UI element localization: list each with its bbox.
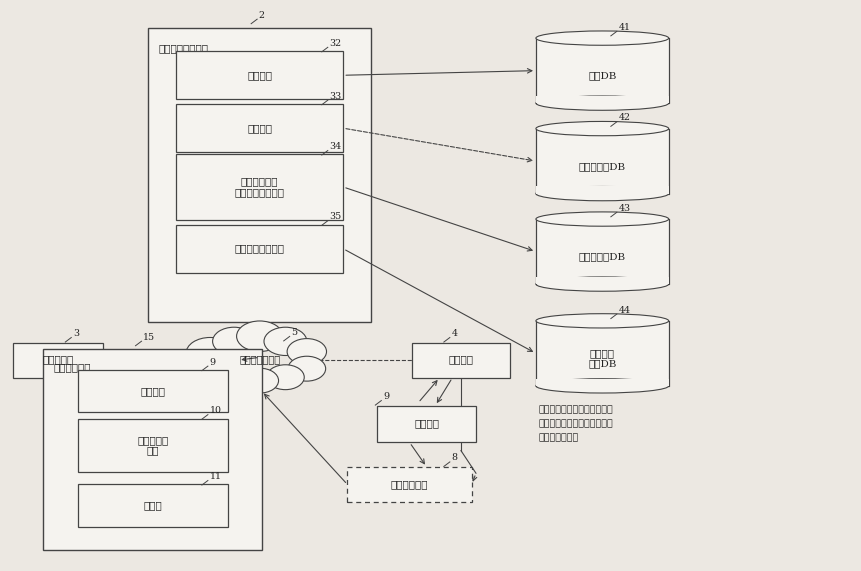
Text: 44: 44	[618, 305, 630, 315]
Text: 旅行記録
情報DB: 旅行記録 情報DB	[587, 349, 616, 368]
Text: 41: 41	[618, 23, 630, 32]
Ellipse shape	[536, 277, 668, 291]
Circle shape	[236, 321, 282, 352]
Circle shape	[266, 365, 304, 389]
Text: 9: 9	[382, 392, 388, 401]
Text: 11: 11	[209, 472, 221, 481]
Ellipse shape	[536, 122, 668, 136]
Bar	[347, 467, 471, 502]
Bar	[43, 349, 262, 550]
Text: 会員DB: 会員DB	[587, 71, 616, 81]
Text: プレビュー・
カスタマイズ手段: プレビュー・ カスタマイズ手段	[234, 178, 284, 196]
Text: 35: 35	[329, 212, 341, 222]
Bar	[536, 219, 668, 284]
Text: 電子ガイド
装置: 電子ガイド 装置	[137, 436, 168, 455]
Bar	[77, 370, 227, 412]
Text: アルバム作成手段: アルバム作成手段	[234, 244, 284, 254]
Bar	[176, 225, 343, 273]
Text: インターネット: インターネット	[238, 356, 280, 365]
Ellipse shape	[536, 31, 668, 45]
Ellipse shape	[536, 313, 668, 328]
Text: ガイド情報DB: ガイド情報DB	[578, 162, 625, 171]
Bar	[176, 51, 343, 99]
Bar	[176, 104, 343, 152]
Bar	[536, 321, 668, 386]
Text: 34: 34	[329, 142, 341, 151]
Text: 9: 9	[209, 357, 215, 367]
Ellipse shape	[536, 379, 668, 393]
Circle shape	[240, 368, 278, 393]
Text: 認証手段: 認証手段	[247, 124, 272, 132]
Text: 記憶媒体: 記憶媒体	[414, 420, 439, 428]
Text: 2: 2	[258, 11, 264, 20]
Text: 登録手段: 登録手段	[247, 71, 272, 80]
Ellipse shape	[536, 187, 668, 201]
Ellipse shape	[536, 96, 668, 110]
Circle shape	[288, 356, 325, 381]
Bar	[148, 28, 370, 322]
Text: 15: 15	[143, 333, 155, 342]
Text: 4: 4	[451, 329, 457, 338]
Circle shape	[213, 327, 255, 356]
Circle shape	[287, 339, 326, 365]
Bar	[536, 96, 668, 103]
Text: 43: 43	[618, 204, 630, 213]
Text: ユーザ情報DB: ユーザ情報DB	[578, 252, 625, 262]
Bar	[412, 343, 510, 377]
Bar	[536, 128, 668, 194]
Bar	[536, 379, 668, 386]
Text: 空港カウンタ: 空港カウンタ	[390, 480, 428, 489]
Text: 記憶媒体: 記憶媒体	[140, 387, 165, 396]
Bar	[536, 38, 668, 103]
Text: レンタル機材: レンタル機材	[53, 363, 91, 372]
Text: 5: 5	[291, 328, 297, 337]
Bar	[377, 405, 475, 443]
Bar	[14, 343, 103, 377]
Text: 32: 32	[329, 39, 341, 48]
Text: 3: 3	[73, 329, 79, 338]
Text: ユーザ端末: ユーザ端末	[43, 356, 74, 365]
Text: 業務端末: 業務端末	[448, 356, 473, 365]
Text: 10: 10	[209, 406, 221, 415]
Text: コンテンツサーバ: コンテンツサーバ	[158, 44, 208, 53]
Circle shape	[193, 356, 227, 378]
Text: 8: 8	[451, 453, 457, 463]
Circle shape	[215, 365, 252, 389]
Text: 出発時：旅行支援コンテンツ
帰国時：旅行支援コンテンツ
＋旅行記録情報: 出発時：旅行支援コンテンツ 帰国時：旅行支援コンテンツ ＋旅行記録情報	[537, 405, 612, 443]
Bar	[77, 419, 227, 472]
Bar	[536, 187, 668, 194]
Circle shape	[186, 337, 233, 369]
Text: 42: 42	[618, 114, 630, 122]
Bar	[77, 484, 227, 527]
Bar	[176, 155, 343, 219]
Text: ＧＰＳ: ＧＰＳ	[143, 501, 162, 510]
Circle shape	[263, 327, 307, 356]
Ellipse shape	[536, 212, 668, 226]
Text: 33: 33	[329, 92, 341, 100]
Bar	[536, 277, 668, 284]
